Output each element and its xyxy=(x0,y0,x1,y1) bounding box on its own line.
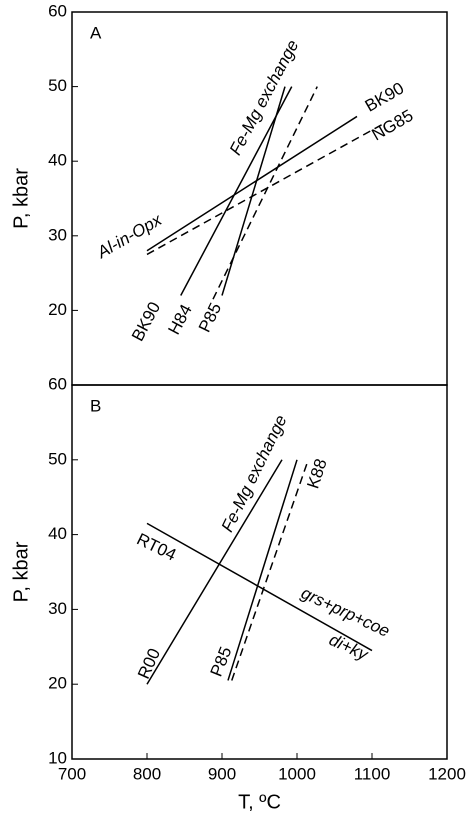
y-tick-label: 10 xyxy=(48,748,67,767)
y-tick-label: 40 xyxy=(48,524,67,543)
plot-frame xyxy=(71,384,448,760)
y-axis-label: P, kbar xyxy=(10,541,32,602)
x-tick-label: 800 xyxy=(133,764,161,783)
y-tick-label: 20 xyxy=(48,674,67,693)
y-tick-label: 30 xyxy=(48,599,67,618)
line-label: BK90 xyxy=(128,299,164,345)
line xyxy=(221,86,286,296)
y-tick-label: 20 xyxy=(48,300,67,319)
y-tick-label: 60 xyxy=(48,374,67,393)
line-label: RT04 xyxy=(134,530,179,565)
x-tick-label: 1000 xyxy=(278,764,316,783)
plot-frame xyxy=(71,11,448,386)
y-tick-label: 40 xyxy=(48,151,67,170)
panel-label: B xyxy=(90,396,101,415)
line xyxy=(146,522,373,652)
line-label: P85 xyxy=(195,300,225,336)
annotation: grs+prp+coe xyxy=(298,583,393,641)
line xyxy=(180,86,293,296)
panel-label: A xyxy=(90,23,102,42)
line xyxy=(146,115,358,252)
x-tick-label: 900 xyxy=(208,764,236,783)
y-tick-label: 50 xyxy=(48,449,67,468)
x-axis-label: T, ºC xyxy=(238,791,281,813)
line xyxy=(146,459,283,685)
x-tick-label: 700 xyxy=(58,764,86,783)
line-label: P85 xyxy=(207,644,236,679)
line xyxy=(212,86,318,300)
x-tick-label: 1100 xyxy=(354,764,391,783)
annotation: di+ky xyxy=(326,630,372,665)
x-tick-label: 1200 xyxy=(428,764,466,783)
line xyxy=(146,123,384,256)
line-label: K88 xyxy=(303,456,330,491)
y-tick-label: 30 xyxy=(48,225,67,244)
y-tick-label: 60 xyxy=(48,1,67,20)
y-tick-label: 50 xyxy=(48,76,67,95)
y-axis-label: P, kbar xyxy=(10,168,32,229)
annotation: Al-in-Opx xyxy=(93,210,165,263)
line xyxy=(227,459,298,681)
line-label: H84 xyxy=(164,301,195,337)
